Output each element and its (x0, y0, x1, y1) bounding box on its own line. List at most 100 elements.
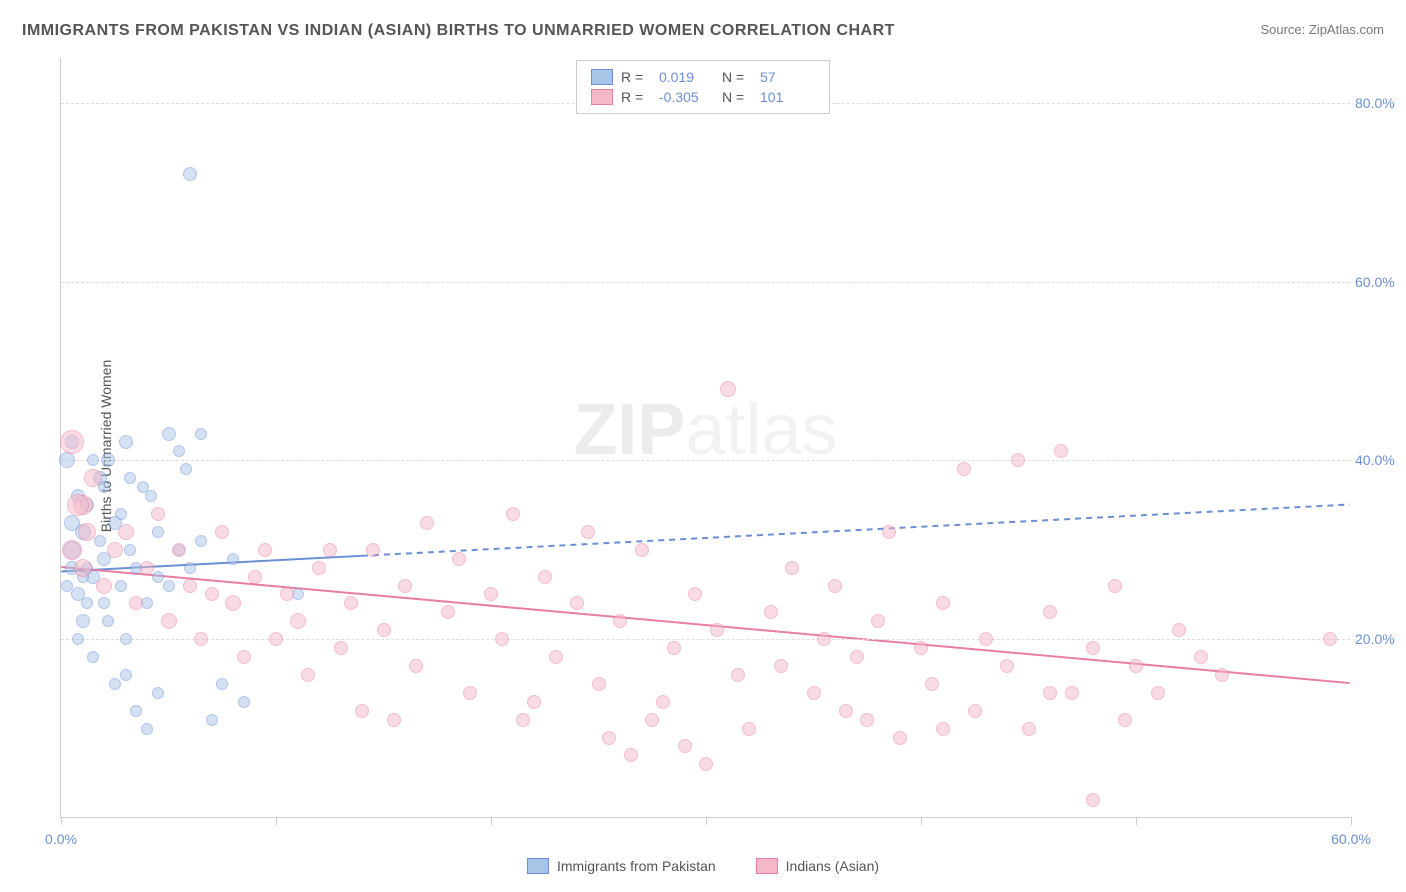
scatter-point (968, 704, 982, 718)
scatter-point (688, 587, 702, 601)
scatter-point (301, 668, 315, 682)
scatter-point (538, 570, 552, 584)
scatter-point (94, 535, 106, 547)
x-tick (921, 817, 922, 825)
scatter-point (592, 677, 606, 691)
scatter-point (60, 430, 84, 454)
scatter-point (216, 678, 228, 690)
scatter-point (109, 678, 121, 690)
scatter-point (180, 463, 192, 475)
legend-swatch (591, 69, 613, 85)
scatter-point (635, 543, 649, 557)
scatter-point (78, 523, 96, 541)
scatter-point (602, 731, 616, 745)
y-tick-label: 80.0% (1355, 95, 1406, 111)
scatter-point (828, 579, 842, 593)
r-label: R = (621, 89, 651, 105)
scatter-point (59, 452, 75, 468)
scatter-point (248, 570, 262, 584)
scatter-point (764, 605, 778, 619)
scatter-point (129, 596, 143, 610)
legend-series: Immigrants from Pakistan Indians (Asian) (527, 858, 879, 874)
n-label: N = (722, 89, 752, 105)
scatter-point (87, 651, 99, 663)
scatter-point (84, 469, 102, 487)
scatter-point (195, 535, 207, 547)
scatter-point (936, 596, 950, 610)
scatter-point (667, 641, 681, 655)
x-tick (706, 817, 707, 825)
scatter-point (1215, 668, 1229, 682)
scatter-point (817, 632, 831, 646)
scatter-point (710, 623, 724, 637)
scatter-point (1043, 605, 1057, 619)
scatter-point (344, 596, 358, 610)
scatter-point (1129, 659, 1143, 673)
scatter-point (925, 677, 939, 691)
scatter-point (334, 641, 348, 655)
scatter-point (1011, 453, 1025, 467)
scatter-point (452, 552, 466, 566)
scatter-point (742, 722, 756, 736)
scatter-point (87, 454, 99, 466)
x-tick (61, 817, 62, 825)
r-label: R = (621, 69, 651, 85)
trend-lines (61, 58, 1350, 817)
x-tick-label: 0.0% (45, 831, 77, 847)
scatter-point (118, 524, 134, 540)
scatter-point (656, 695, 670, 709)
r-value: 0.019 (659, 69, 714, 85)
scatter-point (506, 507, 520, 521)
scatter-point (774, 659, 788, 673)
scatter-point (1108, 579, 1122, 593)
y-tick-label: 20.0% (1355, 631, 1406, 647)
scatter-point (81, 597, 93, 609)
gridline (61, 460, 1350, 461)
scatter-point (484, 587, 498, 601)
x-tick (491, 817, 492, 825)
legend-stats: R = 0.019 N = 57 R = -0.305 N = 101 (576, 60, 830, 114)
scatter-point (130, 705, 142, 717)
scatter-point (161, 613, 177, 629)
scatter-point (258, 543, 272, 557)
scatter-point (720, 381, 736, 397)
trend-line-solid (61, 567, 1349, 683)
scatter-point (124, 544, 136, 556)
gridline (61, 282, 1350, 283)
scatter-point (206, 714, 218, 726)
scatter-point (140, 561, 154, 575)
legend-swatch (591, 89, 613, 105)
scatter-point (107, 542, 123, 558)
watermark: ZIPatlas (573, 388, 837, 470)
scatter-point (979, 632, 993, 646)
scatter-point (441, 605, 455, 619)
scatter-point (225, 595, 241, 611)
scatter-point (183, 579, 197, 593)
scatter-point (463, 686, 477, 700)
scatter-point (172, 543, 186, 557)
scatter-point (74, 559, 92, 577)
scatter-point (871, 614, 885, 628)
legend-swatch (527, 858, 549, 874)
x-tick-label: 60.0% (1331, 831, 1371, 847)
scatter-point (76, 614, 90, 628)
scatter-point (387, 713, 401, 727)
scatter-point (731, 668, 745, 682)
plot-area: ZIPatlas 20.0%40.0%60.0%80.0%0.0%60.0% (60, 58, 1350, 818)
scatter-point (495, 632, 509, 646)
scatter-point (280, 587, 294, 601)
chart-title: IMMIGRANTS FROM PAKISTAN VS INDIAN (ASIA… (22, 22, 895, 40)
y-tick-label: 60.0% (1355, 274, 1406, 290)
scatter-point (807, 686, 821, 700)
scatter-point (1054, 444, 1068, 458)
n-value: 101 (760, 89, 815, 105)
scatter-point (163, 580, 175, 592)
scatter-point (101, 453, 115, 467)
scatter-point (839, 704, 853, 718)
legend-series-label: Indians (Asian) (786, 858, 879, 874)
scatter-point (62, 540, 82, 560)
legend-series-item: Indians (Asian) (756, 858, 879, 874)
scatter-point (860, 713, 874, 727)
scatter-point (398, 579, 412, 593)
scatter-point (850, 650, 864, 664)
